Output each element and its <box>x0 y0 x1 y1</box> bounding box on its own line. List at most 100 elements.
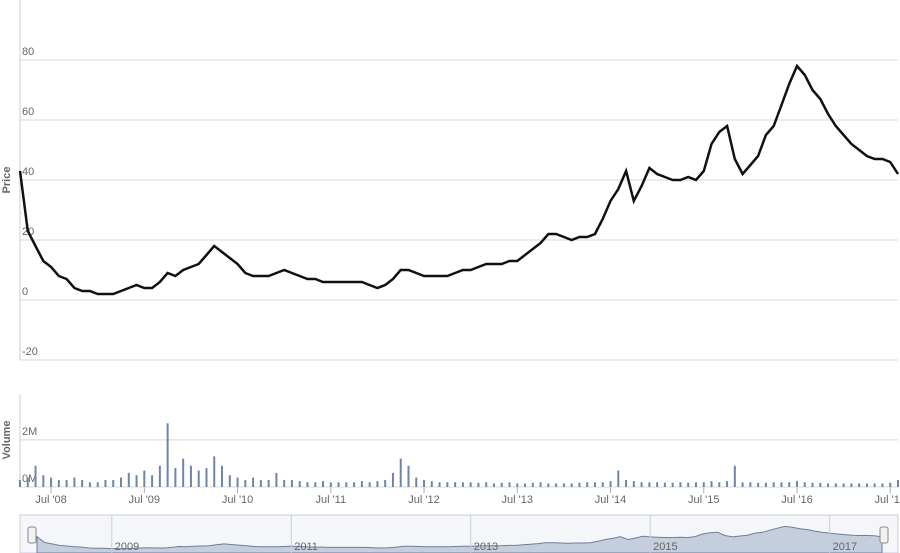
volume-bar <box>671 482 674 487</box>
volume-bar <box>850 483 853 487</box>
volume-bar <box>477 482 480 487</box>
volume-bar <box>96 482 99 487</box>
volume-bar <box>42 475 45 487</box>
price-line <box>18 63 900 296</box>
volume-bar <box>189 465 192 487</box>
x-tick-label: Jul '11 <box>315 494 346 506</box>
volume-bar <box>275 472 278 487</box>
volume-bar <box>182 458 185 487</box>
x-tick-label: Jul '09 <box>129 494 160 506</box>
volume-bar <box>158 465 161 487</box>
volume-bar <box>322 481 325 487</box>
volume-bar <box>788 482 791 487</box>
volume-bar <box>423 479 426 487</box>
volume-bar <box>306 482 309 487</box>
x-tick-label: Jul '12 <box>408 494 439 506</box>
volume-bar <box>609 481 612 487</box>
volume-bar <box>430 481 433 487</box>
volume-bar <box>252 477 255 487</box>
x-tick-label: Jul '15 <box>688 494 719 506</box>
volume-bar <box>314 482 317 487</box>
volume-bar <box>174 468 177 487</box>
volume-bar <box>524 483 527 487</box>
volume-bar <box>570 483 573 487</box>
volume-bar <box>135 475 138 487</box>
volume-bar <box>485 482 488 487</box>
volume-bar <box>656 482 659 487</box>
volume-bar <box>88 482 91 487</box>
x-tick-label: Jul '14 <box>595 494 626 506</box>
volume-bar <box>516 483 519 487</box>
navigator-handle[interactable] <box>879 526 889 544</box>
volume-bar <box>267 479 270 487</box>
navigator-handle[interactable] <box>27 526 37 544</box>
volume-bar <box>384 479 387 487</box>
x-tick-label: Jul '16 <box>781 494 812 506</box>
volume-bar <box>772 482 775 487</box>
volume-bar <box>376 481 379 487</box>
volume-bar <box>858 483 861 487</box>
volume-bar <box>749 482 752 487</box>
x-tick-label: Jul '17 <box>875 494 900 506</box>
volume-bar <box>213 456 216 487</box>
volume-bar <box>663 482 666 487</box>
price-axis-title: Price <box>1 167 13 194</box>
volume-bar <box>34 465 37 487</box>
volume-bar <box>531 482 534 487</box>
y-tick-label: -20 <box>22 346 38 358</box>
volume-bar <box>81 479 84 487</box>
volume-axis-title: Volume <box>1 421 13 460</box>
volume-bar <box>50 477 53 487</box>
volume-bar <box>803 482 806 487</box>
volume-bar <box>897 479 899 487</box>
volume-bar <box>391 472 394 487</box>
y-tick-label: 40 <box>22 166 34 178</box>
volume-bar <box>648 482 651 487</box>
volume-bar <box>407 465 410 487</box>
volume-bar <box>290 479 293 487</box>
volume-bar <box>337 482 340 487</box>
volume-bar <box>625 479 628 487</box>
volume-bar <box>205 468 208 487</box>
navigator-label: 2015 <box>653 541 677 553</box>
volume-bar <box>555 483 558 487</box>
volume-bar <box>57 479 60 487</box>
volume-bar <box>197 470 200 487</box>
volume-bar <box>19 479 21 487</box>
volume-bar <box>415 477 418 487</box>
volume-bar <box>143 470 146 487</box>
volume-bar <box>780 482 783 487</box>
volume-bar <box>438 482 441 487</box>
volume-bar <box>842 483 845 487</box>
volume-bar <box>601 482 604 487</box>
volume-bar <box>733 465 736 487</box>
volume-bar <box>368 482 371 487</box>
volume-bar <box>360 481 363 487</box>
y-tick-label: 80 <box>22 46 34 58</box>
volume-bar <box>353 482 356 487</box>
volume-bar <box>562 483 565 487</box>
volume-bar <box>73 477 76 487</box>
volume-bar <box>873 483 876 487</box>
volume-bar <box>764 482 767 487</box>
volume-bar <box>461 482 464 487</box>
volume-bar <box>298 481 301 487</box>
volume-bar <box>827 483 830 487</box>
volume-bar <box>127 472 130 487</box>
volume-bar <box>632 481 635 487</box>
volume-bar <box>166 423 169 487</box>
volume-bar <box>586 482 589 487</box>
x-tick-label: Jul '08 <box>35 494 66 506</box>
volume-bar <box>726 481 729 487</box>
volume-bar <box>454 482 457 487</box>
navigator-label: 2017 <box>833 541 857 553</box>
volume-bar <box>221 465 224 487</box>
x-tick-label: Jul '10 <box>222 494 253 506</box>
navigator-label: 2009 <box>115 541 139 553</box>
y-tick-label: 2M <box>22 426 37 438</box>
volume-bar <box>694 482 697 487</box>
volume-bar <box>120 477 123 487</box>
volume-bar <box>492 483 495 487</box>
volume-bar <box>228 475 231 487</box>
